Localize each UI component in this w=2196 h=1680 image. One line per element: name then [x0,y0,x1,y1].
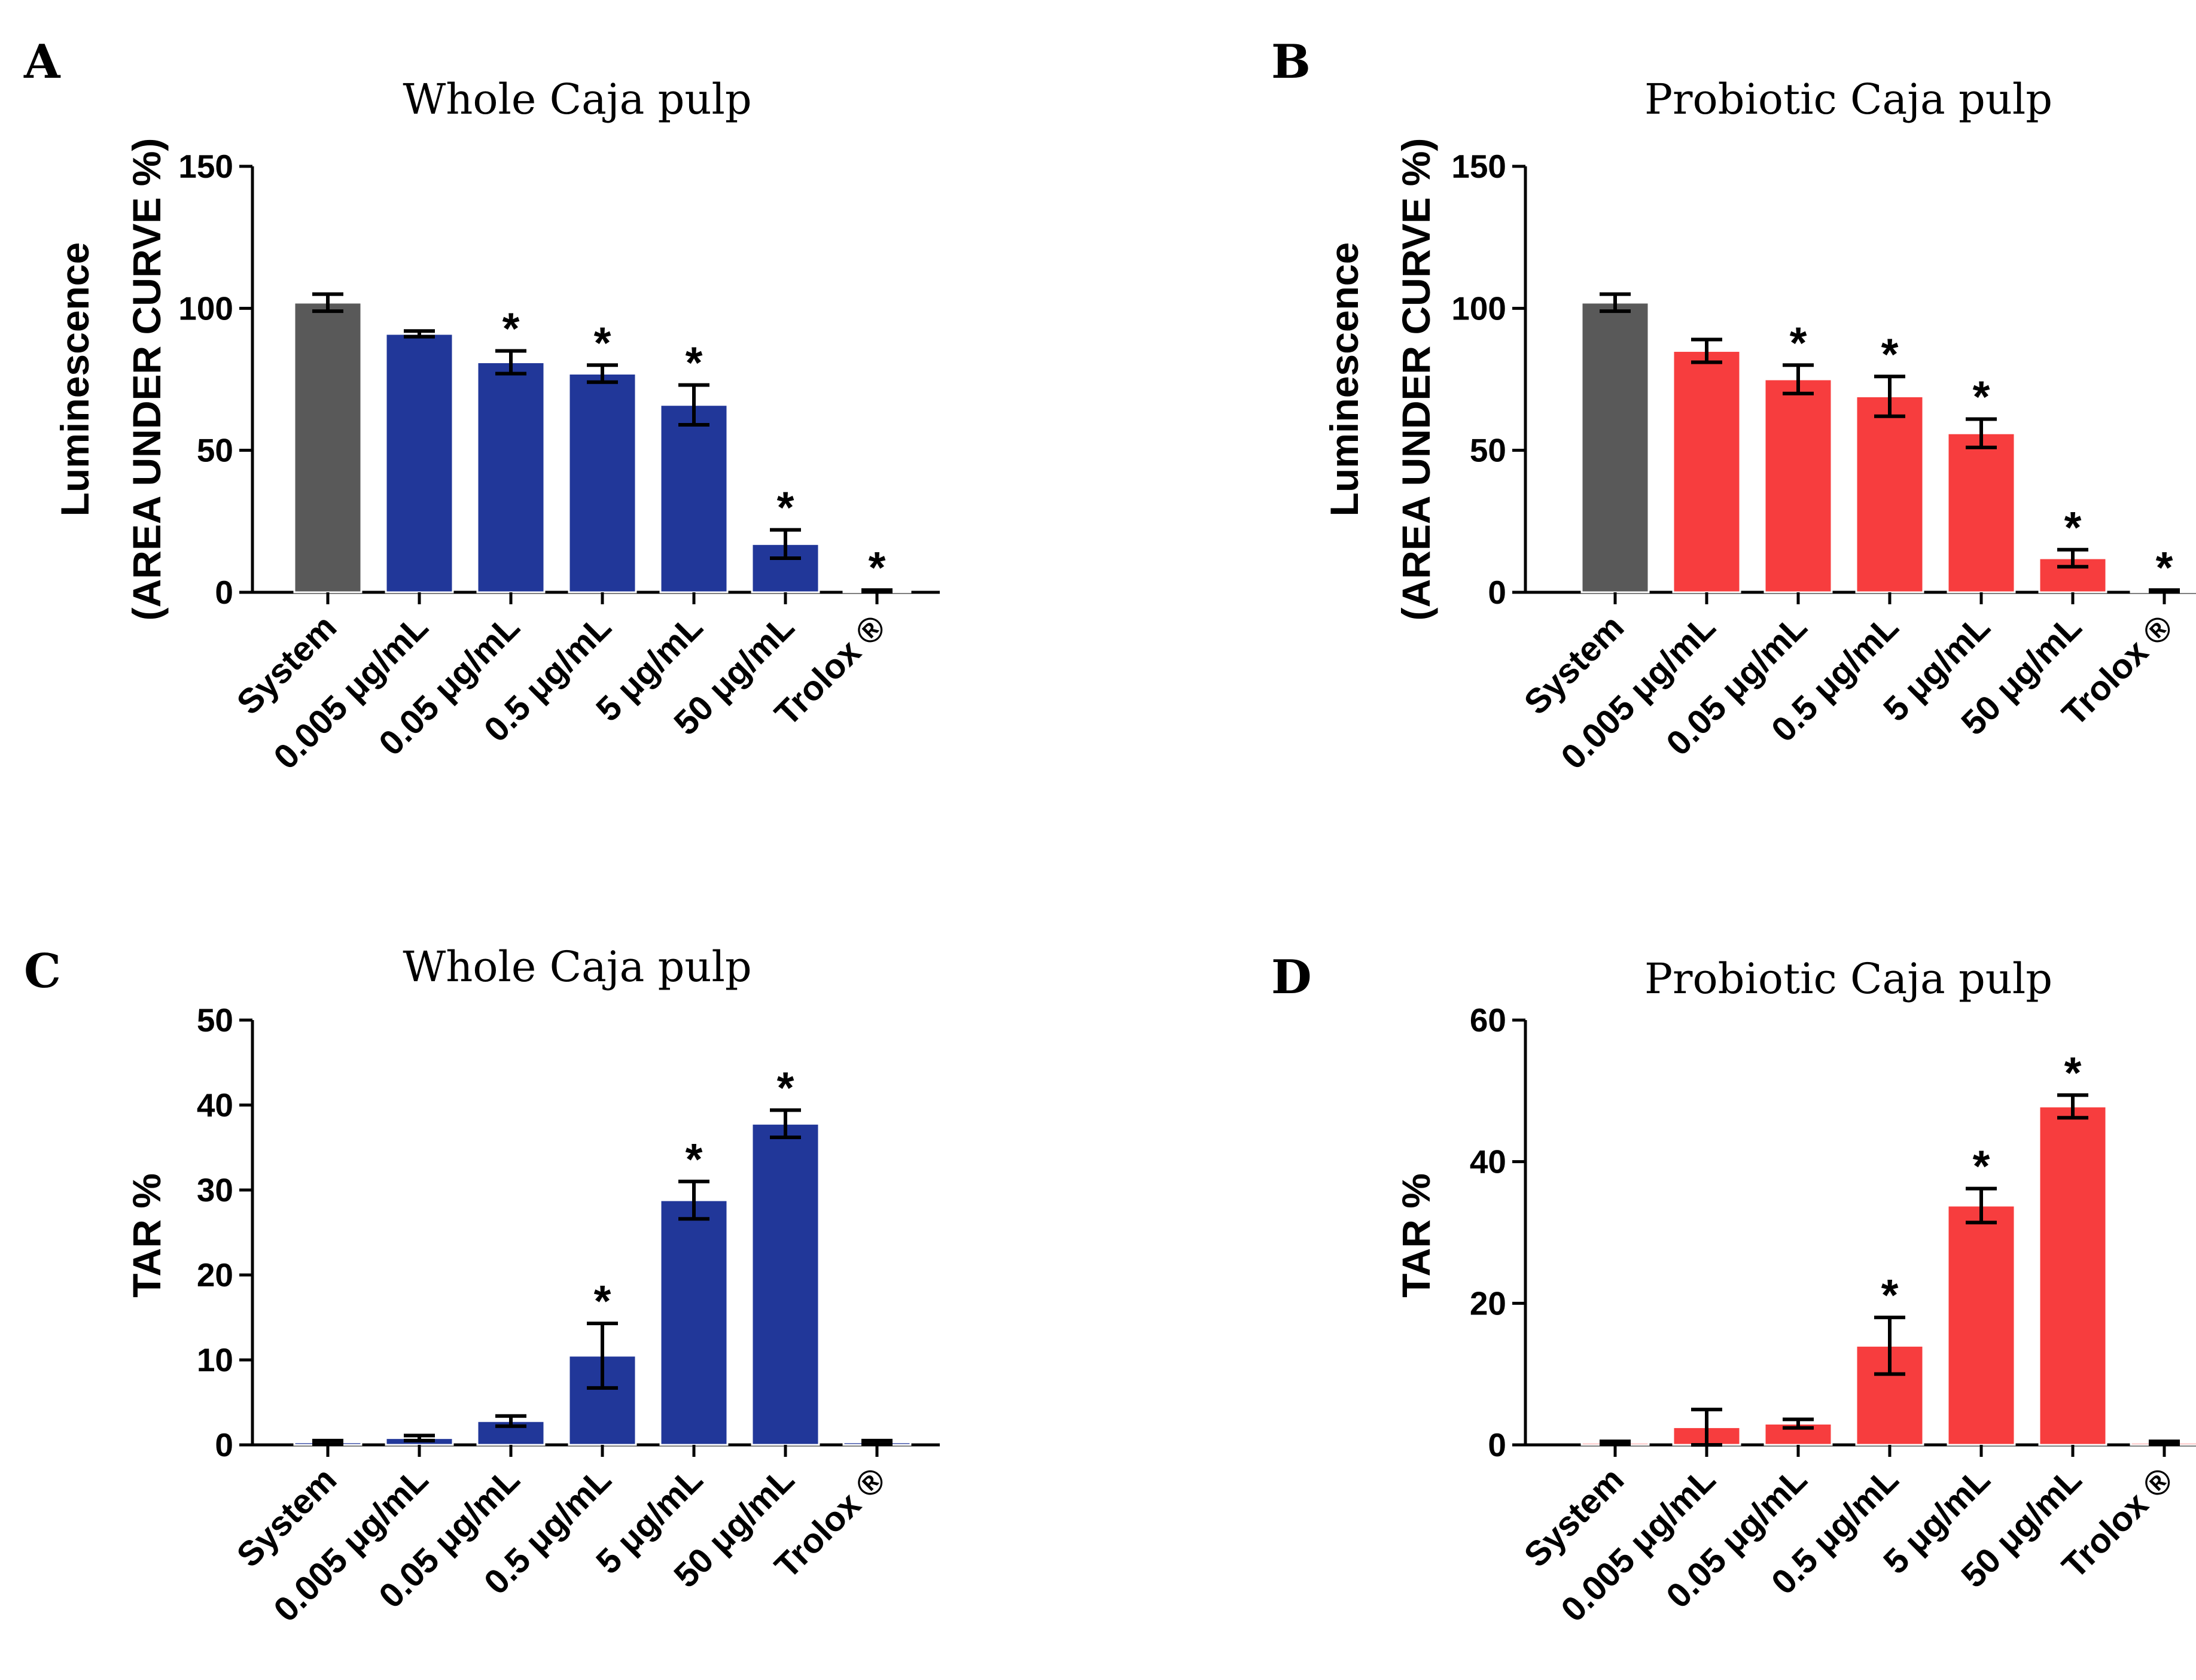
bar [2038,1105,2107,1446]
chart-title: Probiotic Caja pulp [1644,75,2052,124]
significance-star: * [1973,372,1990,421]
bar [1855,395,1924,594]
y-tick-label: 100 [178,290,233,327]
significance-star: * [686,1134,703,1184]
panel-letter: A [23,35,61,89]
bar [1672,350,1741,594]
significance-star: * [502,304,520,354]
bar [751,1122,820,1446]
bar [385,333,454,594]
y-tick-label: 10 [197,1341,233,1378]
chart-title: Probiotic Caja pulp [1644,954,2052,1003]
y-tick-label: 20 [197,1256,233,1294]
bar [1947,432,2016,594]
significance-star: * [777,483,794,532]
y-tick-label: 40 [197,1086,233,1124]
significance-star: * [777,1063,794,1113]
y-tick-label: 0 [1488,574,1506,611]
y-tick-label: 100 [1451,290,1506,327]
significance-star: * [594,318,611,367]
y-tick-label: 30 [197,1171,233,1209]
y-tick-label: 0 [215,1426,233,1463]
y-tick-label: 150 [178,148,233,185]
y-axis-label: (AREA UNDER CURVE %) [124,138,169,621]
panel-letter: B [1271,35,1311,89]
chart-title: Whole Caja pulp [403,75,751,124]
significance-star: * [2064,503,2082,552]
bar [659,1199,729,1446]
significance-star: * [2156,543,2173,592]
bar [1763,378,1833,594]
y-axis-label: Luminescence [1322,242,1366,517]
bar [293,302,363,594]
chart-title: Whole Caja pulp [403,942,751,991]
y-axis-label: (AREA UNDER CURVE %) [1394,138,1438,621]
y-tick-label: 60 [1470,1002,1506,1039]
bar [659,404,729,594]
y-tick-label: 50 [197,1002,233,1039]
bar [1947,1204,2016,1446]
bar [476,361,546,594]
significance-star: * [869,543,886,592]
y-tick-label: 150 [1451,148,1506,185]
chart-panel-a: A Whole Caja pulp Luminescence (AREA UNDER … [23,35,940,777]
significance-star: * [686,337,703,387]
y-axis-label: TAR % [1394,1173,1438,1298]
significance-star: * [1881,329,1899,379]
y-tick-label: 0 [1488,1426,1506,1463]
panel-letter: C [24,944,61,999]
significance-star: * [2064,1048,2082,1097]
significance-star: * [594,1276,611,1326]
y-tick-label: 50 [1470,432,1506,469]
chart-panel-b: B Probiotic Caja pulp Luminescence (AREA UN… [1271,35,2196,777]
y-tick-label: 50 [197,432,233,469]
y-tick-label: 0 [215,574,233,611]
panel-letter: D [1271,950,1312,1005]
significance-star: * [1973,1142,1990,1191]
bar [568,373,637,594]
y-axis-label: Luminescence [53,242,97,517]
y-tick-label: 20 [1470,1285,1506,1322]
significance-star: * [1790,318,1807,367]
significance-star: * [1881,1270,1899,1320]
y-axis-label: TAR % [124,1173,169,1298]
y-tick-label: 40 [1470,1143,1506,1180]
bar [1580,302,1650,594]
